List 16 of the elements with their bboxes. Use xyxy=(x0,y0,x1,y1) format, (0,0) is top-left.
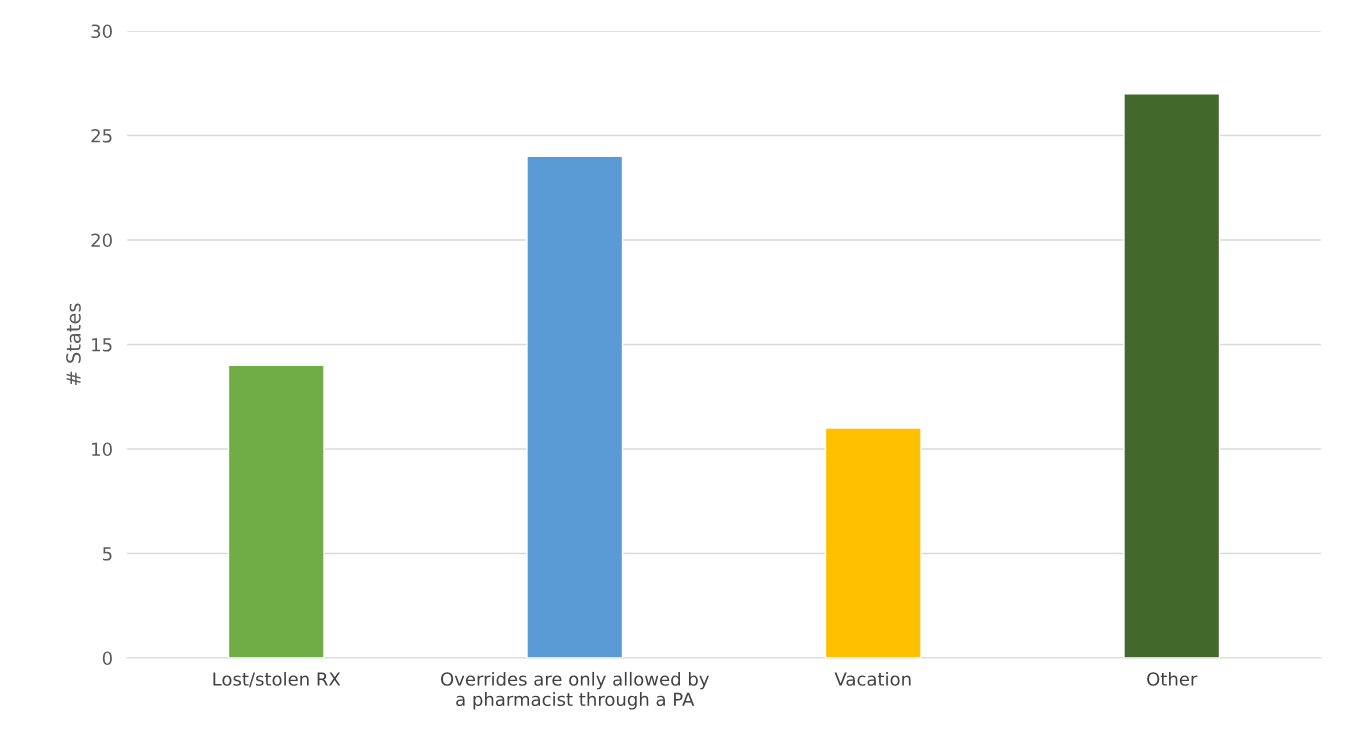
bar xyxy=(1123,93,1221,658)
y-axis-title: # States xyxy=(66,303,81,386)
y-tick-label: 5 xyxy=(103,547,112,561)
bar xyxy=(824,427,922,658)
x-tick-label: Overrides are only allowed by a pharmacist through a PA xyxy=(441,671,709,710)
x-tick-label: Vacation xyxy=(834,671,911,686)
x-tick-label: Lost/stolen RX xyxy=(213,671,341,688)
y-tick-label: 0 xyxy=(102,651,112,666)
y-tick-label: 20 xyxy=(91,233,112,248)
bar xyxy=(227,364,325,658)
bar xyxy=(526,155,624,658)
y-tick-label: 30 xyxy=(91,24,112,39)
y-tick-label: 15 xyxy=(92,338,112,352)
y-tick-label: 25 xyxy=(91,128,112,143)
y-tick-label: 10 xyxy=(92,442,112,457)
x-tick-label: Other xyxy=(1147,671,1198,686)
